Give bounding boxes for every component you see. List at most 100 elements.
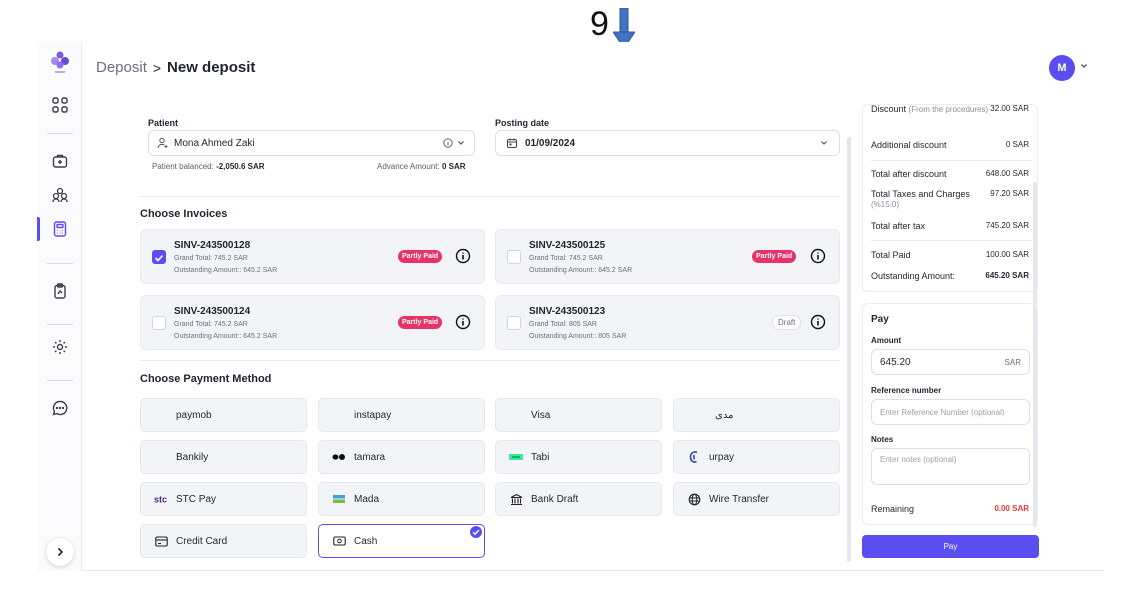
invoice-card[interactable]: SINV-243500125 Grand Total: 745.2 SAR Ou… — [495, 229, 840, 284]
payment-method-mada-arabic[interactable]: مدى — [673, 398, 840, 432]
remaining-row: Remaining 0.00 SAR — [871, 504, 1029, 514]
invoice-checkbox[interactable] — [507, 250, 521, 264]
bank-icon — [509, 492, 523, 506]
patient-value: Mona Ahmed Zaki — [174, 137, 255, 149]
chevron-down-icon[interactable] — [1079, 61, 1089, 71]
main-scrollbar[interactable] — [847, 137, 851, 562]
gear-icon[interactable] — [51, 338, 69, 356]
summary-additional-discount: Additional discount 0 SAR — [871, 140, 1029, 150]
invoice-code: SINV-243500128 — [174, 240, 251, 251]
summary-label: Additional discount — [871, 140, 947, 150]
info-icon[interactable] — [443, 138, 453, 148]
payment-method-label: Wire Transfer — [709, 493, 770, 505]
payment-method-urpay[interactable]: urpay — [673, 440, 840, 474]
reference-input[interactable]: Enter Reference Number (optional) — [871, 399, 1030, 425]
chevron-down-icon — [821, 141, 827, 145]
invoice-checkbox[interactable] — [152, 316, 166, 330]
sidebar-divider — [47, 133, 73, 134]
dashboard-icon[interactable] — [51, 96, 69, 114]
tabby-logo-icon — [509, 450, 523, 464]
summary-label: Total after discount — [871, 169, 947, 179]
invoice-outstanding: Outstanding Amount:: 645.2 SAR — [174, 267, 278, 274]
invoice-checkbox[interactable] — [152, 250, 166, 264]
chevron-right-icon — [57, 547, 64, 557]
summary-value: 32.00 SAR — [990, 104, 1029, 113]
payment-method-mada[interactable]: Mada — [318, 482, 485, 516]
info-icon[interactable] — [810, 314, 826, 330]
payment-method-label: Visa — [531, 409, 551, 421]
summary-label: Outstanding Amount: — [871, 271, 956, 281]
payment-method-stc-pay[interactable]: stc STC Pay — [140, 482, 307, 516]
payment-method-credit-card[interactable]: Credit Card — [140, 524, 307, 558]
amount-value: 645.20 — [880, 356, 911, 368]
summary-discount: Discount (From the procedures) 32.00 SAR — [871, 104, 1029, 114]
notes-placeholder: Enter notes (optional) — [880, 455, 957, 464]
posting-date-field[interactable]: 01/09/2024 — [495, 130, 840, 156]
patient-balanced-label: Patient balanced: — [152, 162, 214, 171]
clipboard-icon[interactable] — [51, 282, 69, 300]
group-icon[interactable] — [51, 186, 69, 204]
remaining-label: Remaining — [871, 504, 915, 514]
urpay-logo-icon — [687, 450, 701, 464]
step-annotation: 9 — [590, 4, 635, 48]
page-title: New deposit — [167, 59, 256, 76]
payment-method-bankily[interactable]: Bankily — [140, 440, 307, 474]
side-scrollbar[interactable] — [1033, 182, 1037, 527]
globe-icon — [687, 492, 701, 506]
pay-button[interactable]: Pay — [862, 535, 1039, 558]
avatar[interactable]: M — [1049, 55, 1075, 81]
invoice-code: SINV-243500125 — [529, 240, 606, 251]
payment-method-cash[interactable]: Cash — [318, 524, 485, 558]
divider — [871, 240, 1031, 241]
summary-label: Total after tax — [871, 221, 926, 231]
payment-method-paymob[interactable]: paymob — [140, 398, 307, 432]
advance-amount-label: Advance Amount: — [377, 162, 440, 171]
invoice-checkbox[interactable] — [507, 316, 521, 330]
payment-method-instapay[interactable]: instapay — [318, 398, 485, 432]
payment-method-label: paymob — [176, 409, 212, 421]
payment-method-tamara[interactable]: tamara — [318, 440, 485, 474]
expand-sidebar-button[interactable] — [46, 538, 74, 566]
summary-label: Total Taxes and Charges — [871, 189, 970, 199]
summary-value: 100.00 SAR — [985, 250, 1029, 259]
summary-sub: (%15.0) — [871, 200, 900, 209]
payment-method-bank-draft[interactable]: Bank Draft — [495, 482, 662, 516]
info-icon[interactable] — [455, 248, 471, 264]
amount-input[interactable]: 645.20 SAR — [871, 349, 1030, 375]
breadcrumb-deposit[interactable]: Deposit — [96, 59, 147, 76]
payment-method-wire-transfer[interactable]: Wire Transfer — [673, 482, 840, 516]
advance-amount: Advance Amount: 0 SAR — [377, 162, 466, 171]
summary-value: 97.20 SAR — [990, 189, 1029, 198]
invoice-grand-total: Grand Total: 745.2 SAR — [174, 255, 248, 262]
calendar-icon — [507, 138, 517, 148]
invoice-card[interactable]: SINV-243500123 Grand Total: 805 SAR Outs… — [495, 295, 840, 350]
remaining-value: 0.00 SAR — [994, 504, 1029, 513]
notes-textarea[interactable]: Enter notes (optional) — [871, 448, 1030, 485]
summary-taxes: Total Taxes and Charges (%15.0) 97.20 SAR — [871, 189, 1029, 209]
payment-method-visa[interactable]: Visa — [495, 398, 662, 432]
posting-date-value: 01/09/2024 — [525, 137, 576, 149]
cash-icon — [332, 534, 346, 548]
invoice-card[interactable]: SINV-243500124 Grand Total: 745.2 SAR Ou… — [140, 295, 485, 350]
summary-label: Discount — [871, 104, 907, 114]
tamara-logo-icon — [332, 450, 346, 464]
invoice-card[interactable]: SINV-243500128 Grand Total: 745.2 SAR Ou… — [140, 229, 485, 284]
stc-logo-icon: stc — [154, 492, 172, 506]
chat-icon[interactable] — [51, 399, 69, 417]
calculator-icon[interactable] — [51, 220, 69, 238]
invoice-grand-total: Grand Total: 745.2 SAR — [529, 255, 603, 262]
invoice-outstanding: Outstanding Amount:: 645.2 SAR — [529, 267, 633, 274]
info-icon[interactable] — [455, 314, 471, 330]
sidebar-divider — [47, 263, 73, 264]
info-icon[interactable] — [810, 248, 826, 264]
summary-value: 645.20 SAR — [985, 271, 1029, 280]
sidebar-divider — [47, 380, 73, 381]
medical-bag-icon[interactable] — [51, 152, 69, 170]
active-nav-indicator — [37, 217, 40, 241]
patient-balanced-value: -2,050.6 SAR — [216, 162, 265, 171]
advance-amount-value: 0 SAR — [441, 162, 466, 171]
patient-select[interactable]: Mona Ahmed Zaki — [148, 130, 475, 156]
divider — [140, 360, 840, 361]
payment-method-tabi[interactable]: Tabi — [495, 440, 662, 474]
logo-icon — [51, 51, 69, 73]
